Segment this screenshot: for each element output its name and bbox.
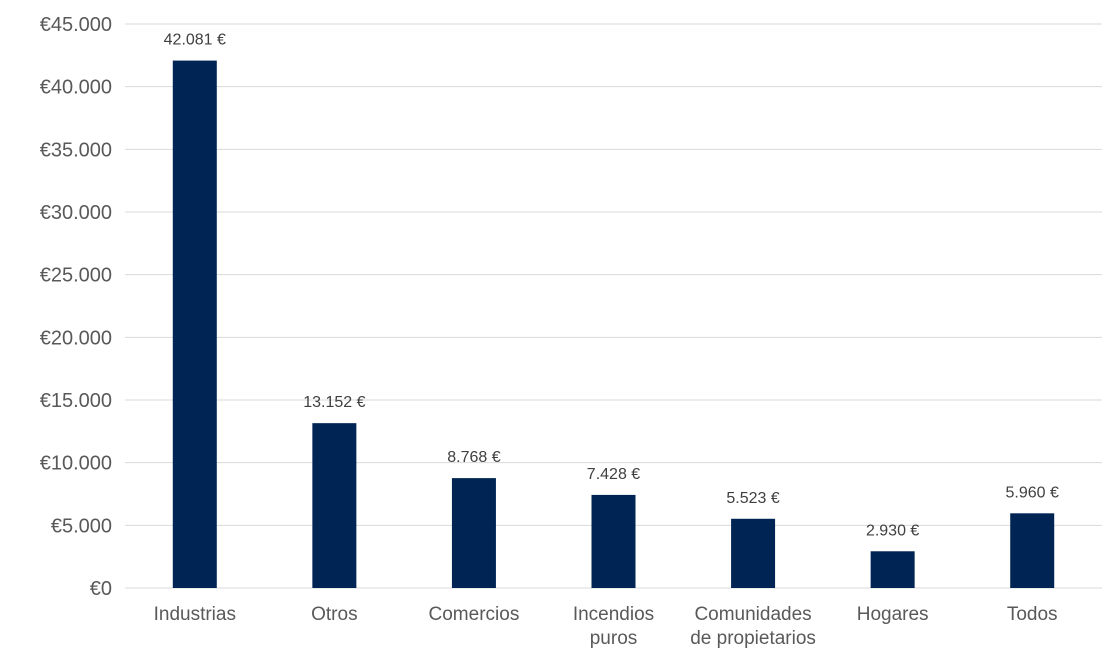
- bar: [591, 494, 636, 588]
- x-tick-label-line: Industrias: [154, 604, 236, 625]
- x-tick-label: Comunidades de propietarios: [690, 604, 816, 648]
- bar: [312, 423, 357, 588]
- data-label: 2.930 €: [866, 522, 919, 539]
- data-label: 5.960 €: [1006, 484, 1059, 501]
- x-tick-label-line: Incendios: [573, 604, 654, 625]
- x-tick-label-line: Otros: [311, 604, 357, 625]
- bar: [451, 478, 496, 588]
- y-tick-label: €35.000: [40, 139, 112, 161]
- bars: [172, 60, 1055, 589]
- x-tick-label-line: Todos: [1007, 604, 1058, 625]
- y-tick-label: €20.000: [40, 327, 112, 349]
- y-tick-label: €15.000: [40, 390, 112, 412]
- bar: [1010, 513, 1055, 588]
- x-tick-label: Industrias: [154, 604, 236, 625]
- y-tick-label: €5.000: [51, 515, 112, 537]
- x-tick-label-line: Comunidades: [694, 604, 811, 625]
- y-tick-label: €30.000: [40, 202, 112, 224]
- x-tick-label-line: puros: [590, 628, 638, 648]
- x-tick-label: Comercios: [429, 604, 520, 625]
- data-label: 42.081 €: [164, 32, 226, 49]
- x-tick-label-line: de propietarios: [690, 628, 816, 648]
- y-tick-label: €0: [90, 578, 112, 600]
- y-tick-label: €40.000: [40, 77, 112, 99]
- data-label: 13.152 €: [303, 394, 365, 411]
- y-tick-label: €10.000: [40, 453, 112, 475]
- x-tick-label-line: Comercios: [429, 604, 520, 625]
- data-label: 7.428 €: [587, 466, 640, 483]
- data-label: 5.523 €: [726, 490, 779, 507]
- bar: [731, 518, 776, 588]
- y-axis-ticks: €0 €5.000 €10.000 €15.000 €20.000 €25.000 €30.…: [40, 14, 112, 600]
- bar: [172, 60, 217, 589]
- x-tick-label: Incendios puros: [573, 604, 654, 648]
- data-label: 8.768 €: [447, 449, 500, 466]
- y-tick-label: €45.000: [40, 14, 112, 36]
- x-axis-ticks: Industrias Otros Comercios Incendios puros Co…: [154, 604, 1058, 648]
- gridlines: [125, 23, 1102, 589]
- x-tick-label: Otros: [311, 604, 357, 625]
- x-tick-label: Todos: [1007, 604, 1058, 625]
- y-tick-label: €25.000: [40, 265, 112, 287]
- data-labels: 42.081 € 13.152 € 8.768 € 7.428 € 5.523 € 2.9…: [164, 32, 1059, 540]
- bar: [870, 551, 915, 588]
- x-tick-label-line: Hogares: [857, 604, 929, 625]
- x-tick-label: Hogares: [857, 604, 929, 625]
